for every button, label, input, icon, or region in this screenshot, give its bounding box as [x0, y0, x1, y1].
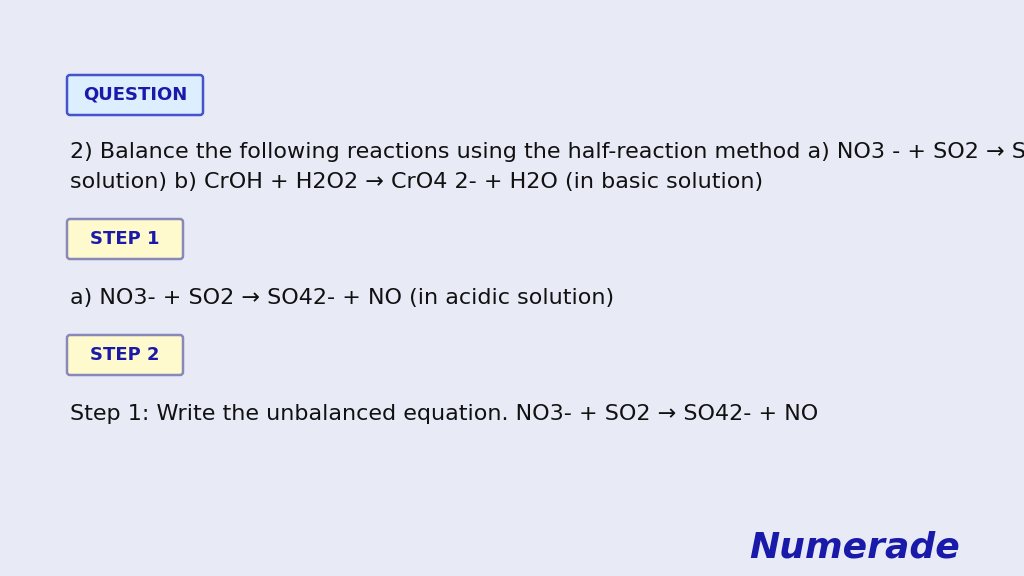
- Text: Step 1: Write the unbalanced equation. NO3- + SO2 → SO42- + NO: Step 1: Write the unbalanced equation. N…: [70, 404, 818, 424]
- Text: Numerade: Numerade: [750, 530, 961, 564]
- FancyBboxPatch shape: [67, 335, 183, 375]
- FancyBboxPatch shape: [67, 219, 183, 259]
- FancyBboxPatch shape: [67, 75, 203, 115]
- Text: solution) b) CrOH + H2O2 → CrO4 2- + H2O (in basic solution): solution) b) CrOH + H2O2 → CrO4 2- + H2O…: [70, 172, 763, 192]
- Text: QUESTION: QUESTION: [83, 86, 187, 104]
- Text: 2) Balance the following reactions using the half-reaction method a) NO3 - + SO2: 2) Balance the following reactions using…: [70, 142, 1024, 162]
- Text: a) NO3- + SO2 → SO42- + NO (in acidic solution): a) NO3- + SO2 → SO42- + NO (in acidic so…: [70, 288, 614, 308]
- Text: STEP 1: STEP 1: [90, 230, 160, 248]
- Text: STEP 2: STEP 2: [90, 346, 160, 364]
